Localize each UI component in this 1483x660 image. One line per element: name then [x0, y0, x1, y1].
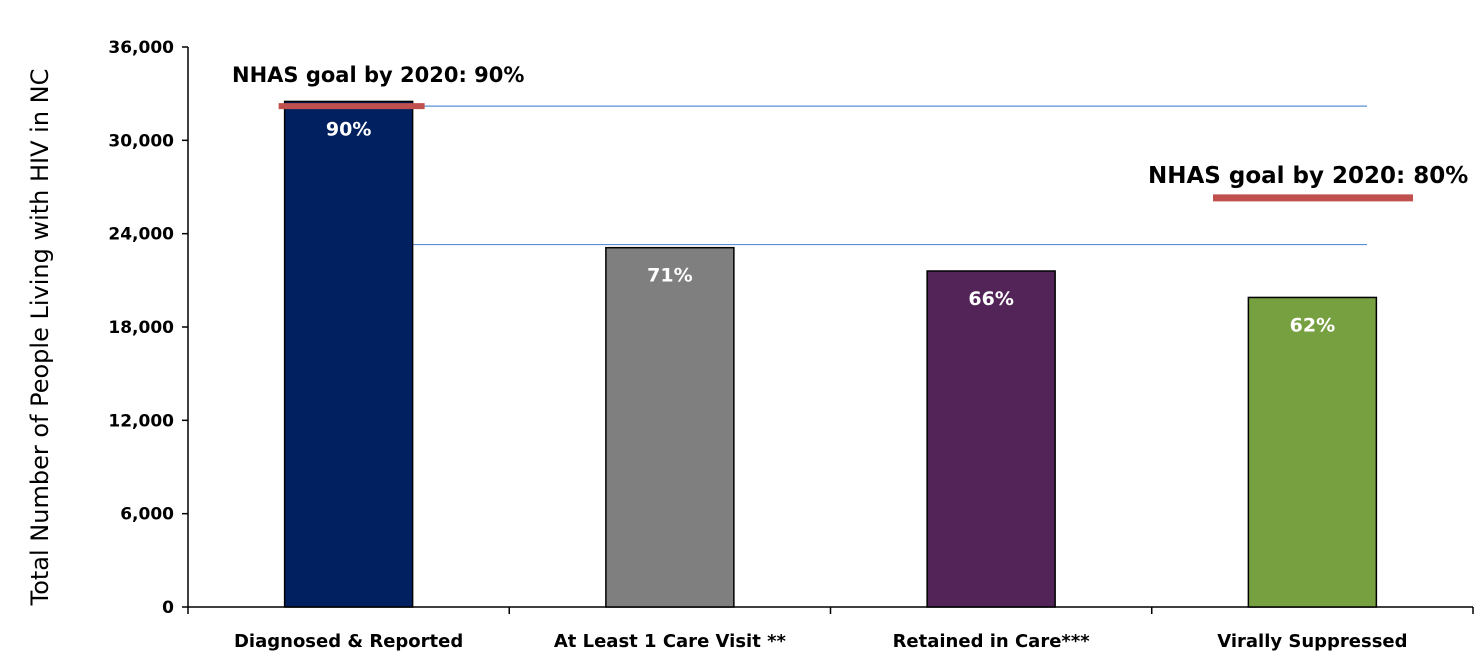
x-category-label: Diagnosed & Reported [234, 631, 463, 652]
bar-data-label: 71% [647, 265, 692, 287]
x-category-label: At Least 1 Care Visit ** [554, 631, 787, 652]
y-axis-label: Total Number of People Living with HIV i… [26, 69, 54, 607]
y-tick-label: 12,000 [108, 411, 174, 431]
y-tick-label: 30,000 [108, 131, 174, 151]
x-category-label: Virally Suppressed [1217, 631, 1407, 652]
bar [926, 270, 1056, 608]
y-tick-label: 6,000 [120, 505, 174, 525]
bar-data-label: 90% [326, 118, 371, 140]
goal-annotation-label: NHAS goal by 2020: 80% [1148, 163, 1468, 189]
y-tick-label: 24,000 [108, 225, 174, 245]
bar [605, 246, 735, 608]
x-category-label: Retained in Care*** [893, 631, 1091, 652]
bar [1247, 296, 1378, 608]
goal-annotation-label: NHAS goal by 2020: 90% [232, 63, 524, 87]
bar [283, 100, 414, 608]
y-tick-label: 36,000 [108, 38, 174, 58]
y-tick-label: 18,000 [108, 318, 174, 338]
bar-data-label: 66% [968, 288, 1013, 310]
y-tick-label: 0 [162, 598, 174, 618]
bar-data-label: 62% [1290, 314, 1335, 336]
